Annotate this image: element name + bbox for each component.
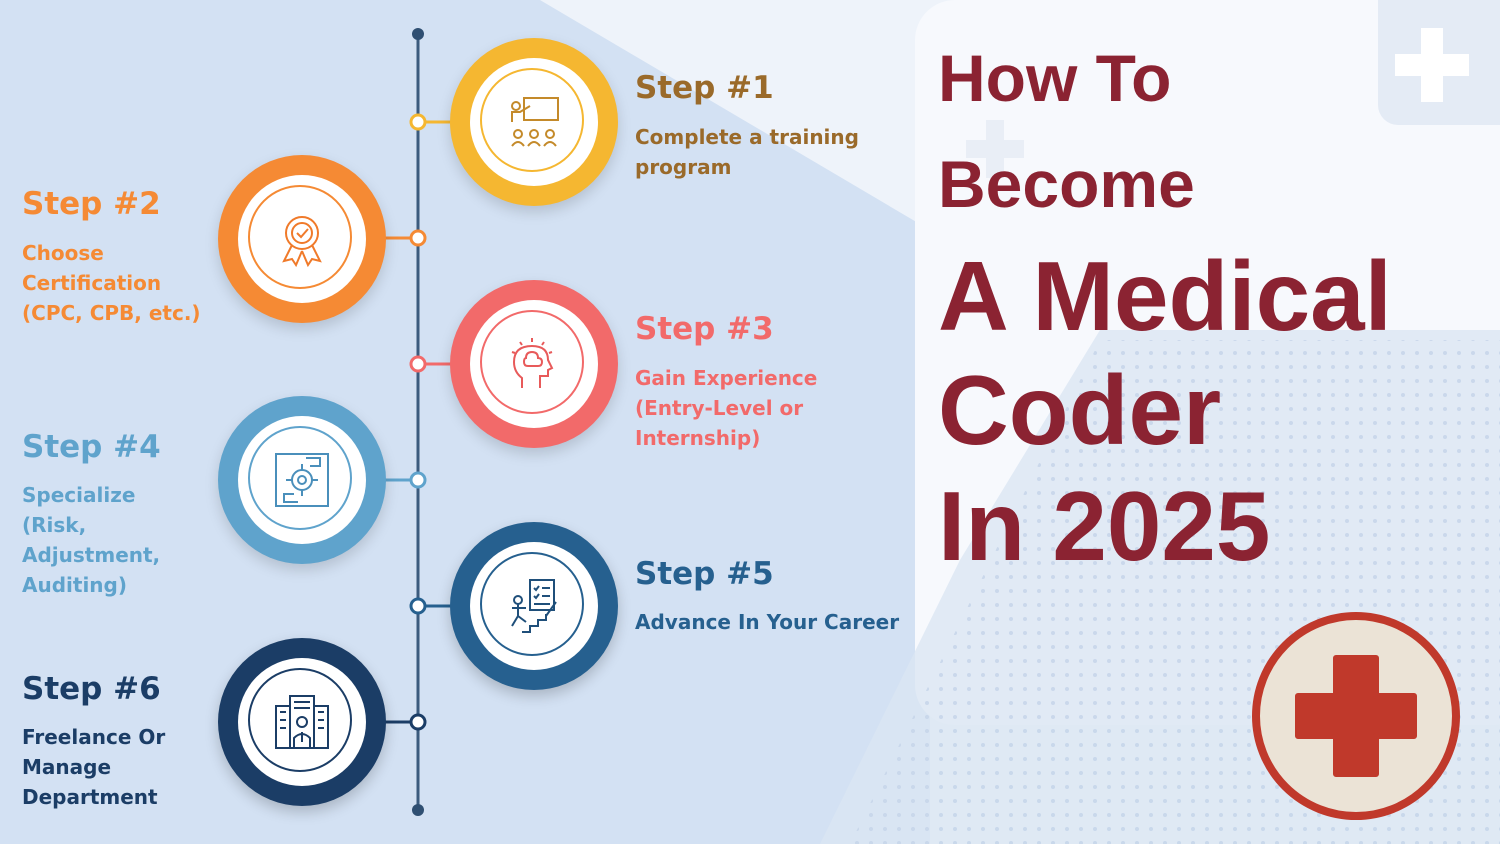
step1-description: Complete a training program [635,125,859,179]
brain-head-icon [511,338,554,388]
title-line-4: Coder [938,355,1222,465]
office-building-icon [275,695,329,749]
step3-title: Step #3 [635,311,774,347]
medical-cross-icon [1252,612,1460,820]
step1-circle [450,38,618,206]
step6-title: Step #6 [22,671,161,707]
title-line-2: Become [938,147,1195,221]
title-line-3: A Medical [938,241,1392,351]
target-hands-icon [275,453,329,507]
certificate-badge-icon [282,216,322,268]
step2-description: Choose Certification (CPC, CPB, etc.) [22,241,201,325]
step4-circle [218,396,386,564]
step4-description: Specialize (Risk, Adjustment, Auditing) [22,483,161,597]
title-line-5: In 2025 [938,471,1271,581]
step5-title: Step #5 [635,556,774,592]
classroom-icon [511,97,559,147]
step2-circle [218,155,386,323]
step2-title: Step #2 [22,186,161,222]
step6-circle [218,638,386,806]
step4-title: Step #4 [22,429,161,465]
connector-step1 [409,113,455,131]
connector-step6 [380,713,427,731]
connector-step3 [409,355,455,373]
connector-step5 [409,597,455,615]
career-ladder-icon [511,579,557,633]
step3-description: Gain Experience (Entry-Level or Internsh… [635,366,818,450]
step6-description: Freelance Or Manage Department [22,725,166,809]
connector-step4 [380,471,427,489]
step5-circle [450,522,618,690]
step1-title: Step #1 [635,70,774,106]
step3-circle [450,280,618,448]
title-line-1: How To [938,41,1172,115]
connector-step2 [380,229,427,247]
step5-description: Advance In Your Career [635,610,900,634]
